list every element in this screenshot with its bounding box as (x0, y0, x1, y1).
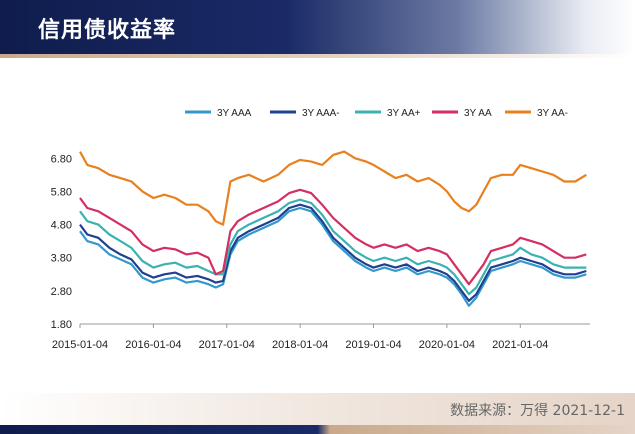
y-tick-label: 2.80 (51, 286, 72, 298)
series-line-3y-aaminus (79, 150, 587, 226)
header-divider (0, 54, 635, 58)
chart-legend: 3Y AAA 3Y AAA- 3Y AA+ 3Y AA 3Y AA- (185, 108, 568, 119)
legend-label: 3Y AAA- (302, 108, 340, 119)
x-tick-label: 2015-01-04 (52, 339, 108, 351)
legend-label: 3Y AA- (537, 108, 568, 119)
y-tick-label: 5.80 (51, 186, 72, 198)
page-title: 信用债收益率 (38, 18, 177, 43)
legend-label: 3Y AAA (217, 108, 252, 119)
x-tick-label: 2016-01-04 (125, 339, 181, 351)
bottom-bar (0, 425, 635, 434)
footer-band: 数据来源：万得 2021-12-1 (0, 393, 635, 425)
series-line-3y-aaaminus (79, 203, 587, 302)
series-line-3y-aaplus (79, 198, 587, 296)
x-tick-label: 2017-01-04 (199, 339, 255, 351)
legend-label: 3Y AA (464, 108, 492, 119)
y-tick-label: 4.80 (51, 220, 72, 232)
x-tick-label: 2021-01-04 (492, 339, 548, 351)
legend-label: 3Y AA+ (387, 108, 421, 119)
x-tick-label: 2018-01-04 (272, 339, 328, 351)
header-banner: 信用债收益率 (0, 0, 635, 54)
chart-series (79, 150, 587, 307)
x-tick-label: 2019-01-04 (345, 339, 401, 351)
source-note: 数据来源：万得 2021-12-1 (450, 403, 625, 419)
x-tick-label: 2020-01-04 (419, 339, 475, 351)
y-tick-label: 6.80 (51, 153, 72, 165)
y-tick-label: 1.80 (51, 319, 72, 331)
series-line-3y-aaa (79, 206, 587, 307)
chart-axes: 6.80 5.80 4.80 3.80 2.80 1.80 2015-01-04 2016-0… (51, 153, 590, 351)
series-line-3y-aa (79, 188, 587, 286)
line-chart: 3Y AAA 3Y AAA- 3Y AA+ 3Y AA 3Y AA- 6.80 5.80 4… (51, 108, 590, 351)
y-tick-label: 3.80 (51, 253, 72, 265)
